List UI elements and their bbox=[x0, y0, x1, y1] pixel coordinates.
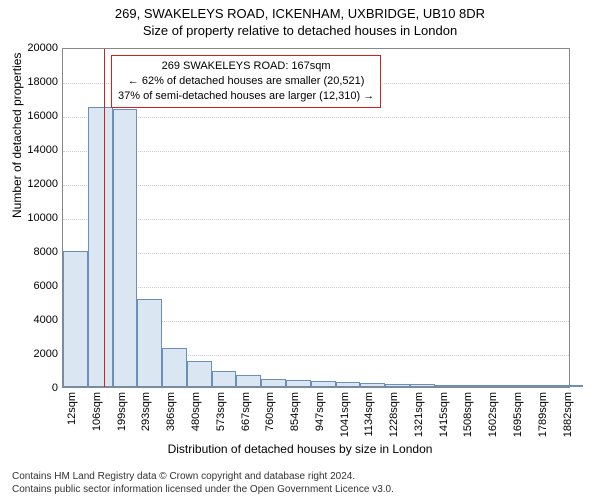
x-tick-label: 854sqm bbox=[289, 392, 301, 442]
x-axis-label: Distribution of detached houses by size … bbox=[0, 442, 600, 456]
histogram-bar bbox=[484, 385, 509, 387]
histogram-bar bbox=[261, 379, 286, 388]
y-tick-label: 6000 bbox=[34, 280, 58, 292]
histogram-bar bbox=[410, 384, 435, 387]
y-tick-label: 2000 bbox=[34, 348, 58, 360]
x-tick-label: 573sqm bbox=[215, 392, 227, 442]
footer-line-1: Contains HM Land Registry data © Crown c… bbox=[12, 470, 600, 483]
histogram-bar bbox=[63, 251, 88, 387]
x-tick-label: 947sqm bbox=[314, 392, 326, 442]
histogram-bar bbox=[286, 380, 311, 387]
y-tick-label: 0 bbox=[52, 382, 58, 394]
y-tick-label: 10000 bbox=[27, 212, 58, 224]
x-tick-label: 1228sqm bbox=[388, 392, 400, 442]
histogram-bar bbox=[435, 385, 460, 387]
annotation-line-2: ← 62% of detached houses are smaller (20… bbox=[118, 74, 374, 89]
x-tick-label: 1602sqm bbox=[487, 392, 499, 442]
plot-area: 269 SWAKELEYS ROAD: 167sqm ← 62% of deta… bbox=[62, 48, 570, 388]
y-tick-label: 4000 bbox=[34, 314, 58, 326]
x-tick-label: 1789sqm bbox=[537, 392, 549, 442]
histogram-bar bbox=[336, 382, 361, 387]
x-tick-label: 667sqm bbox=[240, 392, 252, 442]
histogram-bar bbox=[559, 385, 584, 387]
histogram-bar bbox=[385, 384, 410, 387]
y-tick-label: 14000 bbox=[27, 144, 58, 156]
x-tick-label: 386sqm bbox=[165, 392, 177, 442]
annotation-box: 269 SWAKELEYS ROAD: 167sqm ← 62% of deta… bbox=[111, 55, 381, 108]
y-tick-label: 12000 bbox=[27, 178, 58, 190]
x-tick-label: 12sqm bbox=[66, 392, 78, 442]
y-tick-label: 20000 bbox=[27, 42, 58, 54]
histogram-bar bbox=[459, 385, 484, 387]
x-tick-label: 1415sqm bbox=[438, 392, 450, 442]
y-tick-label: 18000 bbox=[27, 76, 58, 88]
histogram-bar bbox=[137, 299, 162, 387]
histogram-bar bbox=[534, 385, 559, 387]
y-tick-label: 8000 bbox=[34, 246, 58, 258]
footer-line-2: Contains public sector information licen… bbox=[12, 483, 600, 496]
annotation-line-1: 269 SWAKELEYS ROAD: 167sqm bbox=[118, 59, 374, 74]
x-tick-label: 1134sqm bbox=[363, 392, 375, 442]
x-tick-label: 1882sqm bbox=[562, 392, 574, 442]
annotation-line-3: 37% of semi-detached houses are larger (… bbox=[118, 89, 374, 104]
gridline bbox=[63, 287, 569, 288]
histogram-bar bbox=[212, 371, 237, 387]
x-tick-label: 1321sqm bbox=[413, 392, 425, 442]
gridline bbox=[63, 185, 569, 186]
gridline bbox=[63, 219, 569, 220]
marker-line bbox=[104, 49, 105, 387]
x-tick-label: 760sqm bbox=[264, 392, 276, 442]
x-tick-label: 1041sqm bbox=[339, 392, 351, 442]
gridline bbox=[63, 253, 569, 254]
gridline bbox=[63, 151, 569, 152]
x-tick-label: 199sqm bbox=[116, 392, 128, 442]
histogram-bar bbox=[236, 375, 261, 387]
gridline bbox=[63, 117, 569, 118]
x-tick-label: 1508sqm bbox=[462, 392, 474, 442]
histogram-bar bbox=[113, 109, 138, 387]
y-tick-label: 16000 bbox=[27, 110, 58, 122]
property-size-chart: 269, SWAKELEYS ROAD, ICKENHAM, UXBRIDGE,… bbox=[0, 0, 600, 500]
y-axis-label: Number of detached properties bbox=[10, 53, 24, 218]
x-tick-label: 106sqm bbox=[91, 392, 103, 442]
histogram-bar bbox=[311, 381, 336, 387]
x-tick-label: 480sqm bbox=[190, 392, 202, 442]
footer-attribution: Contains HM Land Registry data © Crown c… bbox=[0, 470, 600, 496]
histogram-bar bbox=[187, 361, 212, 387]
chart-title-sub: Size of property relative to detached ho… bbox=[0, 21, 600, 38]
chart-title-main: 269, SWAKELEYS ROAD, ICKENHAM, UXBRIDGE,… bbox=[0, 0, 600, 21]
histogram-bar bbox=[88, 107, 113, 388]
x-tick-label: 1695sqm bbox=[512, 392, 524, 442]
histogram-bar bbox=[509, 385, 534, 387]
histogram-bar bbox=[162, 348, 187, 387]
histogram-bar bbox=[360, 383, 385, 387]
x-tick-label: 293sqm bbox=[140, 392, 152, 442]
